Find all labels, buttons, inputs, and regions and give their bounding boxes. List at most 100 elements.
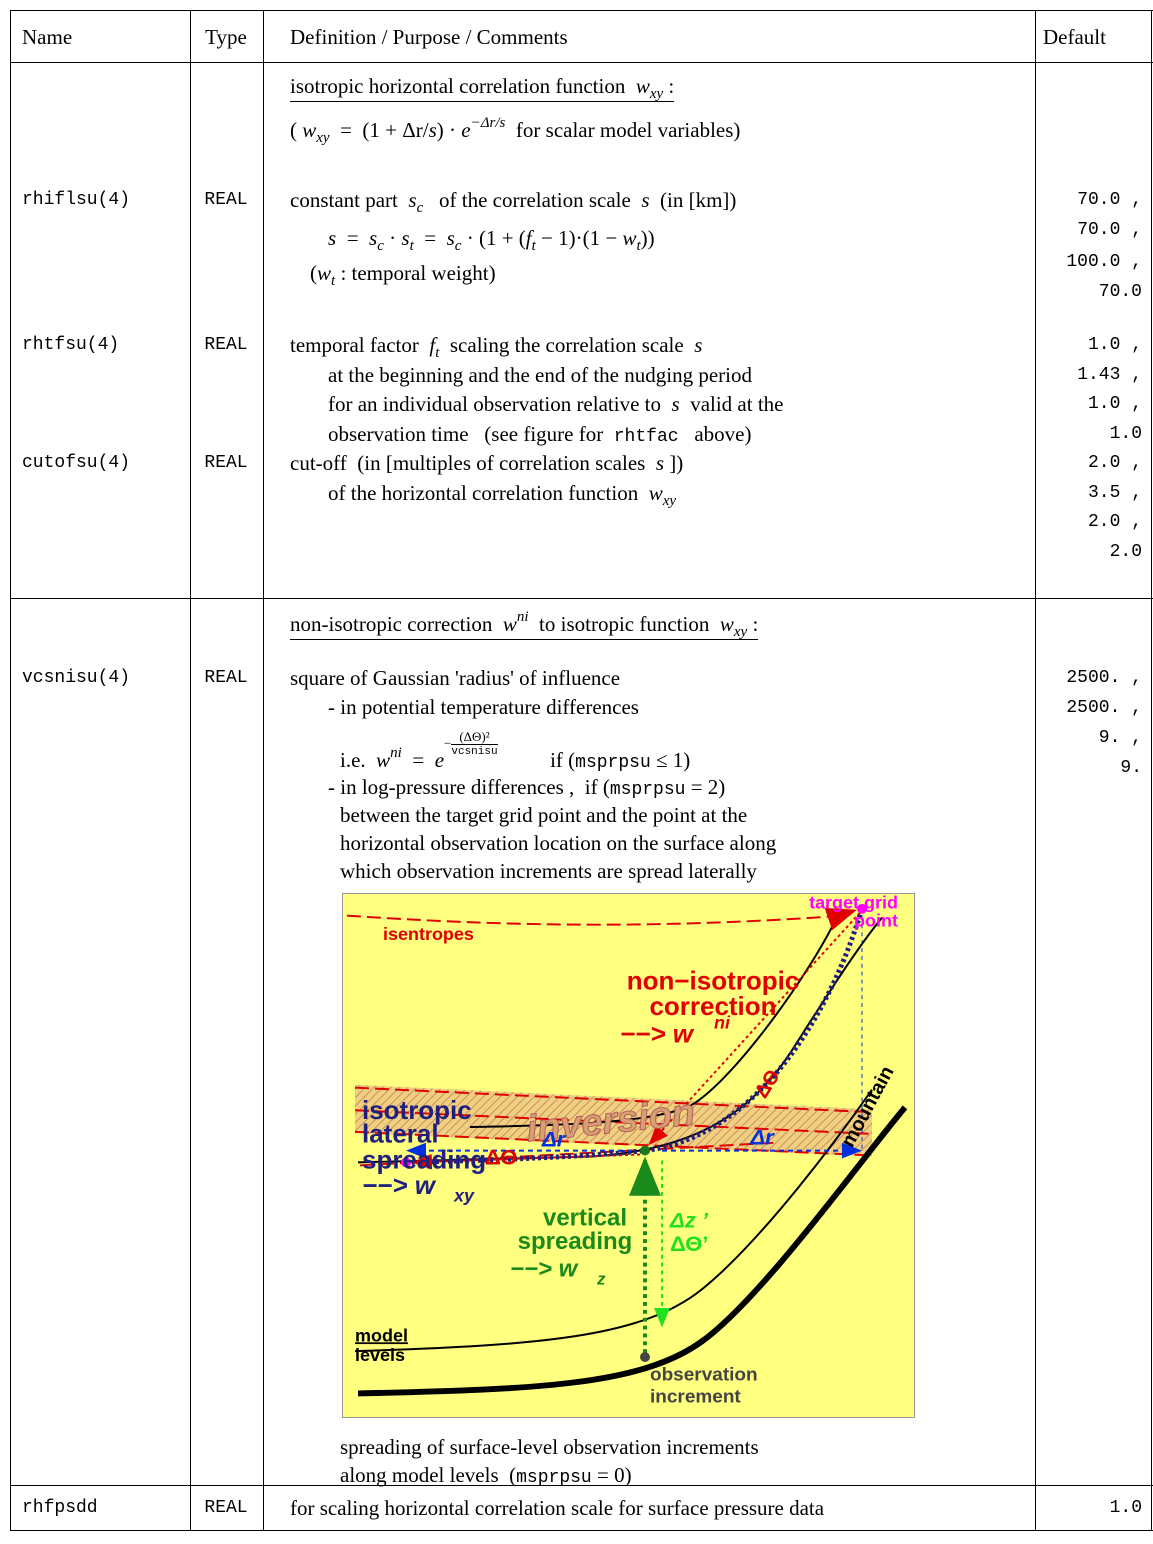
text: spreading of surface-level observation i… <box>340 1435 759 1459</box>
text: = 2) <box>685 775 726 799</box>
rule <box>10 10 11 1530</box>
text: · <box>383 226 402 250</box>
text-line: cut-off (in [multiples of correlation sc… <box>290 450 683 476</box>
target-point <box>857 903 867 914</box>
underlined: isotropic horizontal correlation functio… <box>290 74 675 102</box>
label: spreading <box>518 1228 633 1255</box>
text-line: for scaling horizontal correlation scale… <box>290 1495 824 1521</box>
param-name: rhiflsu(4) <box>22 190 131 210</box>
default-value: 2.0 , <box>1087 453 1142 473</box>
text: i.e. <box>340 748 377 772</box>
underlined: non-isotropic correction wni to isotropi… <box>290 609 759 640</box>
default-value: 2.0 , <box>1087 512 1142 532</box>
math: ni <box>516 609 529 625</box>
math: s <box>446 226 455 250</box>
denominator: vcsnisu <box>451 743 498 758</box>
rule <box>10 10 1153 11</box>
default-value: 70.0 <box>1098 282 1142 302</box>
text-line: constant part sc of the correlation scal… <box>290 187 736 216</box>
text: temporal factor <box>290 333 430 357</box>
text: - in log-pressure differences , if ( <box>328 775 610 799</box>
header-cell: Definition / Purpose / Comments <box>290 25 568 49</box>
arrow <box>824 907 857 931</box>
text: : <box>747 612 759 636</box>
fraction: (ΔΘ)² vcsnisu <box>451 729 498 759</box>
header-cell: Name <box>22 25 73 49</box>
math: t <box>636 238 641 254</box>
math: t <box>435 345 440 361</box>
figure-bg <box>342 893 915 1418</box>
math: t <box>409 238 414 254</box>
text: = (1 + Δr/ <box>329 118 429 142</box>
math: t <box>331 273 336 289</box>
default-value: 2500. , <box>1066 668 1142 688</box>
math: f <box>429 333 436 357</box>
text: = 0) <box>591 1463 632 1487</box>
label: Δr <box>749 1125 775 1150</box>
text: of the correlation scale <box>423 188 642 212</box>
label: non−isotropic <box>627 968 800 996</box>
text: non-isotropic correction <box>290 612 503 636</box>
math: s <box>641 188 650 212</box>
text-line: temporal factor ft scaling the correlati… <box>290 332 702 361</box>
math: c <box>377 238 384 254</box>
param-type: REAL <box>204 335 248 355</box>
label: observation <box>650 1364 758 1385</box>
text: between the target grid point and the po… <box>340 803 748 827</box>
text: horizontal observation location on the s… <box>340 831 777 855</box>
text-line: spreading of surface-level observation i… <box>340 1434 759 1460</box>
default-value: 3.5 , <box>1087 483 1142 503</box>
label: −−> w <box>510 1256 579 1283</box>
rule <box>190 10 191 1530</box>
text-line: at the beginning and the end of the nudg… <box>328 362 752 388</box>
text: to isotropic function <box>528 612 720 636</box>
default-value: 70.0 , <box>1077 190 1142 210</box>
label: target grid <box>809 893 898 913</box>
text: ≤ 1) <box>650 748 691 772</box>
label: correction <box>649 993 776 1021</box>
label: −−> w <box>620 1021 695 1049</box>
label: z <box>596 1269 606 1288</box>
model-levels <box>354 912 908 1397</box>
figure: target grid point isentropes non−isotrop… <box>342 893 915 1418</box>
header-cell: Type <box>205 25 247 49</box>
text: ( <box>310 261 317 285</box>
default-value: 70.0 , <box>1077 220 1142 240</box>
default-value: 1.0 <box>1109 1498 1142 1518</box>
math: s <box>401 226 410 250</box>
text: ) · <box>436 118 462 142</box>
text: − 1)·(1 − <box>535 226 623 250</box>
spreading-path <box>405 908 865 1165</box>
math: w <box>317 261 332 285</box>
text: if ( <box>497 748 576 772</box>
math: w <box>622 226 637 250</box>
text-line: along model levels (msprpsu = 0) <box>340 1462 632 1491</box>
rule <box>1035 10 1036 1530</box>
text: ( <box>290 118 303 142</box>
text: = <box>336 226 370 250</box>
param-name: rhtfsu(4) <box>22 335 120 355</box>
label: lateral <box>362 1121 439 1149</box>
math: xy <box>649 86 664 102</box>
label: ΔΘ’ <box>670 1231 708 1256</box>
default-value: 100.0 , <box>1066 252 1142 272</box>
math: ni <box>390 745 402 761</box>
point <box>401 1157 411 1168</box>
default-value: 1.0 , <box>1087 335 1142 355</box>
text-line: horizontal observation location on the s… <box>340 830 776 856</box>
exponent: − (ΔΘ)² vcsnisu <box>444 729 498 759</box>
text: at the beginning and the end of the nudg… <box>328 363 752 387</box>
arrow <box>412 1153 641 1170</box>
code: msprpsu <box>609 780 686 800</box>
isentrope <box>346 914 831 926</box>
rule <box>10 62 1153 63</box>
rule <box>10 598 1153 599</box>
text: constant part <box>290 188 409 212</box>
math: w <box>502 612 517 636</box>
text: cut-off (in [multiples of correlation sc… <box>290 451 656 475</box>
header-cell: Default <box>1043 25 1106 49</box>
text-line: s = sc · st = sc · (1 + (ft − 1)·(1 − wt… <box>328 225 655 254</box>
math: −Δr/s <box>470 115 506 131</box>
text: square of Gaussian 'radius' of influence <box>290 666 621 690</box>
